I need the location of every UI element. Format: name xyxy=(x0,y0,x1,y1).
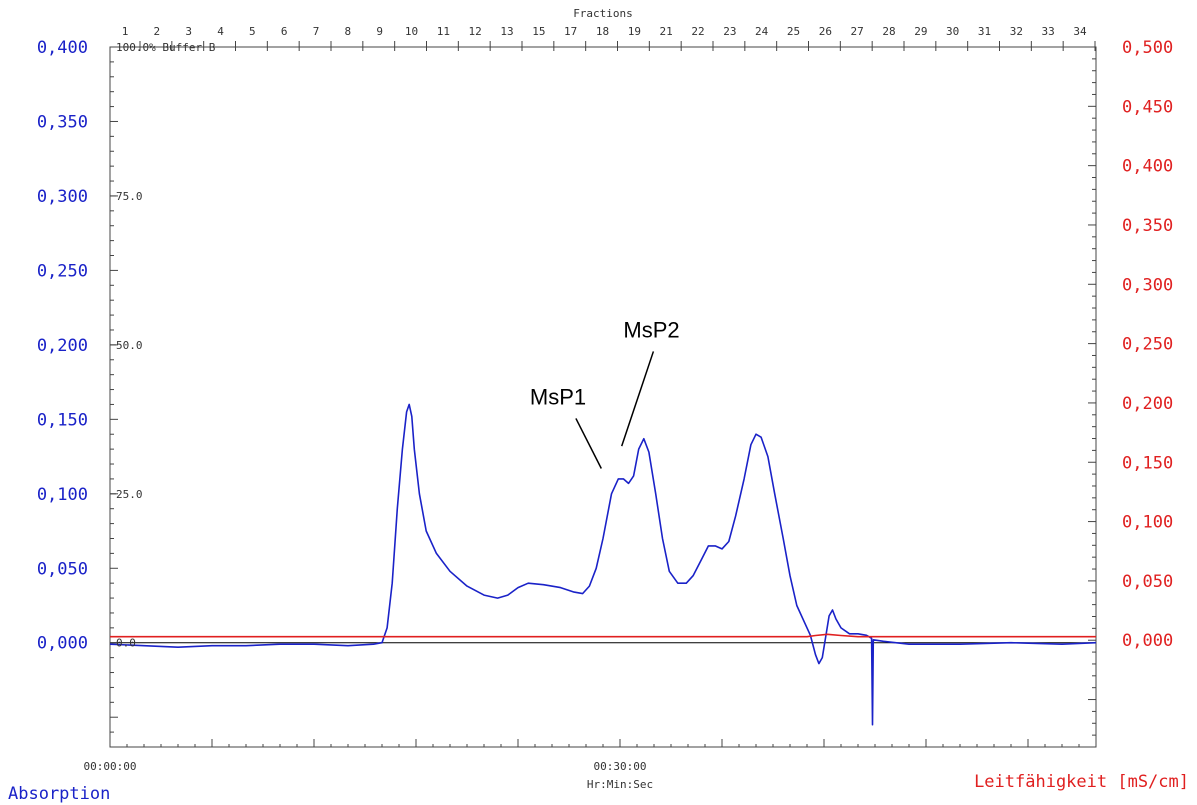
fraction-label: 12 xyxy=(469,25,482,38)
left-axis-tick-label: 0,000 xyxy=(37,634,88,654)
fraction-label: 5 xyxy=(249,25,256,38)
buffer-tick-label: 0.0 xyxy=(116,637,136,650)
buffer-tick-label: 25.0 xyxy=(116,488,143,501)
fraction-label: 32 xyxy=(1010,25,1023,38)
fraction-label: 11 xyxy=(437,25,450,38)
right-axis-title: Leitfähigkeit [mS/cm] xyxy=(974,772,1189,792)
time-axis-tick-label: 00:30:00 xyxy=(594,760,647,773)
fraction-label: 6 xyxy=(281,25,288,38)
fraction-label: 22 xyxy=(691,25,704,38)
right-axis-tick-label: 0,100 xyxy=(1122,513,1173,533)
absorbance-series-line xyxy=(109,403,1097,726)
conductivity-series-line xyxy=(110,633,1096,638)
fraction-label: 3 xyxy=(185,25,192,38)
fraction-label: 30 xyxy=(946,25,959,38)
fraction-label: 27 xyxy=(851,25,864,38)
annotation-leader-line xyxy=(575,418,602,469)
left-axis-tick-label: 0,200 xyxy=(37,336,88,356)
fraction-label: 21 xyxy=(660,25,673,38)
left-axis-tick-label: 0,100 xyxy=(37,485,88,505)
left-axis-title: Absorption xyxy=(8,784,110,804)
fraction-label: 31 xyxy=(978,25,991,38)
axes-layer xyxy=(109,41,1097,748)
left-axis-tick-label: 0,150 xyxy=(37,410,88,430)
right-axis-tick-label: 0,000 xyxy=(1122,631,1173,651)
right-axis-tick-label: 0,150 xyxy=(1122,453,1173,473)
buffer-tick-label: 100.0% Buffer B xyxy=(116,41,216,54)
time-axis-title: Hr:Min:Sec xyxy=(587,778,653,791)
fraction-label: 26 xyxy=(819,25,832,38)
annotation-leader-line xyxy=(620,351,655,447)
fraction-label: 18 xyxy=(596,25,609,38)
right-axis-tick-label: 0,250 xyxy=(1122,335,1173,355)
fraction-label: 10 xyxy=(405,25,418,38)
fraction-label: 34 xyxy=(1073,25,1087,38)
fraction-label: 23 xyxy=(723,25,736,38)
fraction-label: 17 xyxy=(564,25,577,38)
fraction-label: 33 xyxy=(1042,25,1055,38)
fraction-label: 29 xyxy=(914,25,927,38)
annotation-label: MsP2 xyxy=(623,317,679,342)
fraction-label: 4 xyxy=(217,25,224,38)
right-axis-tick-label: 0,350 xyxy=(1122,216,1173,236)
right-axis-tick-label: 0,300 xyxy=(1122,275,1173,295)
fractions-title: Fractions xyxy=(573,7,633,20)
series-layer xyxy=(109,403,1097,726)
right-axis-tick-label: 0,450 xyxy=(1122,97,1173,117)
buffer-tick-label: 50.0 xyxy=(116,339,143,352)
right-axis-tick-label: 0,500 xyxy=(1122,38,1173,58)
plot-frame xyxy=(109,46,1097,748)
left-axis-tick-label: 0,400 xyxy=(37,38,88,58)
fraction-label: 9 xyxy=(376,25,383,38)
fraction-label: 19 xyxy=(628,25,641,38)
fraction-label: 28 xyxy=(882,25,895,38)
fraction-label: 8 xyxy=(345,25,352,38)
annotation-label: MsP1 xyxy=(530,384,586,409)
left-axis-tick-label: 0,050 xyxy=(37,559,88,579)
fraction-label: 13 xyxy=(500,25,513,38)
right-axis-tick-label: 0,200 xyxy=(1122,394,1173,414)
right-axis-tick-label: 0,050 xyxy=(1122,572,1173,592)
right-axis-tick-label: 0,400 xyxy=(1122,157,1173,177)
fraction-label: 25 xyxy=(787,25,800,38)
fraction-label: 2 xyxy=(154,25,161,38)
left-axis-tick-label: 0,350 xyxy=(37,112,88,132)
buffer-tick-label: 75.0 xyxy=(116,190,143,203)
fraction-label: 24 xyxy=(755,25,769,38)
fraction-label: 7 xyxy=(313,25,320,38)
labels-layer: 0,400 0,350 0,300 0,250 0,200 0,150 0,100 0,050… xyxy=(8,7,1189,804)
left-axis-tick-label: 0,300 xyxy=(37,187,88,207)
fraction-label: 15 xyxy=(532,25,545,38)
fraction-label: 1 xyxy=(122,25,129,38)
time-axis-tick-label: 00:00:00 xyxy=(84,760,137,773)
left-axis-tick-label: 0,250 xyxy=(37,261,88,281)
